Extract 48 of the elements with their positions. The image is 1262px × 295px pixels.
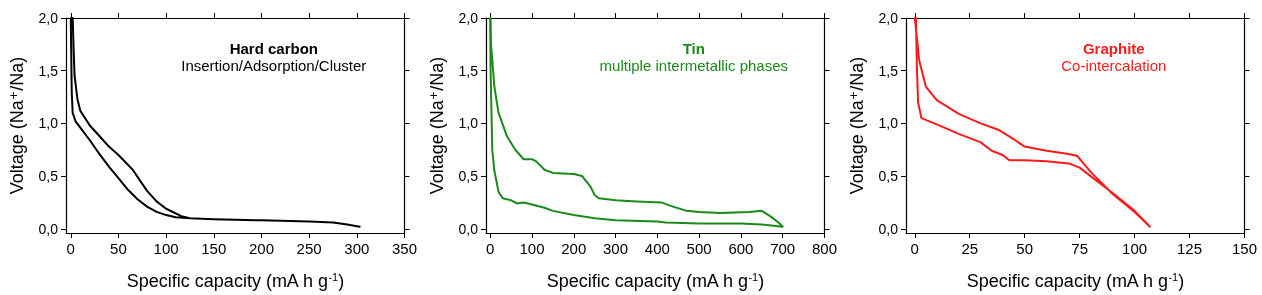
y-tick-label: 0,0 [38,220,59,237]
y-axis-title: Voltage (Na⁺/Na) [427,56,447,195]
x-tick-label: 100 [519,240,545,257]
x-tick-label: 300 [344,240,370,257]
y-tick-label: 0,5 [38,168,59,185]
text: Hard carbon [229,40,318,57]
x-tick-label: 200 [248,240,274,257]
x-tick-label: 200 [561,240,587,257]
y-tick-label: 0,5 [458,168,479,185]
x-tick-label: 150 [1231,240,1257,257]
x-tick-label: 150 [201,240,227,257]
x-tick-label: 25 [961,240,979,257]
text: Tin [682,40,705,57]
y-tick-label: 2,0 [458,10,479,26]
y-tick-label: 1,5 [38,62,59,79]
x-tick-label: 400 [644,240,670,257]
x-tick-label: 800 [811,240,837,257]
x-tick-label: 125 [1177,240,1203,257]
y-tick-label: 1,5 [458,62,479,79]
x-tick-label: 250 [296,240,322,257]
y-tick-label: 1,0 [38,115,59,132]
y-tick-label: 1,5 [878,62,899,79]
y-tick-label: 0,0 [458,220,479,237]
x-tick-label: 50 [110,240,127,257]
y-axis-title: Voltage (Na⁺/Na) [847,56,867,195]
text: multiple intermetallic phases [599,57,789,74]
x-tick-label: 0 [66,240,75,257]
x-tick-label: 600 [728,240,754,257]
y-tick-label: 2,0 [38,10,59,26]
x-tick-label: 0 [910,240,919,257]
x-tick-label: 500 [686,240,712,257]
y-tick-label: 1,0 [458,115,479,132]
y-tick-label: 1,0 [878,115,899,132]
x-tick-label: 350 [391,240,417,257]
x-tick-label: 700 [770,240,796,257]
x-tick-label: 50 [1016,240,1034,257]
x-tick-label: 100 [1122,240,1148,257]
y-tick-label: 0,0 [878,220,899,237]
text: Insertion/Adsorption/Cluster [181,57,367,74]
text: Co-intercalation [1061,57,1167,74]
y-axis-title: Voltage (Na⁺/Na) [7,56,27,195]
x-tick-label: 300 [603,240,629,257]
x-tick-label: 100 [153,240,179,257]
y-tick-label: 0,5 [878,168,899,185]
text: Graphite [1082,40,1145,57]
y-tick-label: 2,0 [878,10,899,26]
x-tick-label: 75 [1071,240,1088,257]
x-tick-label: 0 [486,240,495,257]
